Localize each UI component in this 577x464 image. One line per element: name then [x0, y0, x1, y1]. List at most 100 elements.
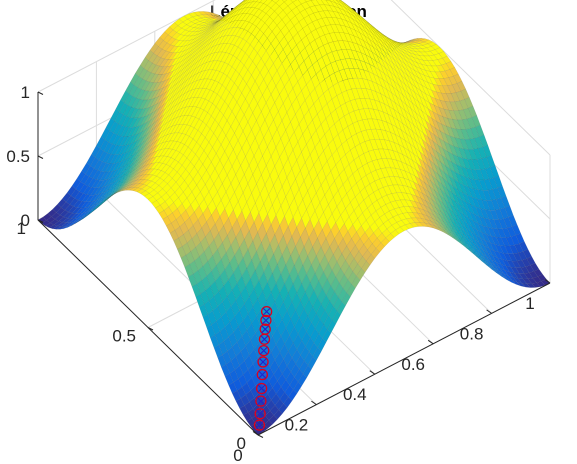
surface-patch — [452, 153, 462, 167]
surface-patch — [413, 54, 424, 61]
surface-patch — [411, 78, 422, 92]
surface-patch — [422, 104, 433, 119]
surface-patch — [128, 146, 137, 159]
surface-patch — [209, 18, 219, 21]
surface-patch — [248, 0, 255, 3]
surface-patch — [115, 159, 125, 171]
surface-patch — [494, 209, 504, 220]
x-tick-label: 0.8 — [460, 324, 484, 343]
surface-patch — [327, 10, 338, 19]
surface-patch — [432, 111, 442, 125]
y-tick-label: 0.5 — [112, 327, 136, 346]
surface-patch — [439, 100, 450, 111]
surface-patch — [438, 51, 448, 59]
surface-patch — [160, 72, 170, 83]
surface-patch — [342, 13, 352, 24]
surface-patch — [368, 22, 377, 30]
surface-patch — [405, 103, 416, 120]
surface-patch — [326, 17, 336, 26]
surface-patch — [243, 0, 246, 1]
surface-patch — [409, 87, 419, 103]
surface-patch — [93, 159, 103, 171]
surface-patch — [393, 40, 403, 46]
surface-patch — [198, 11, 208, 16]
surface-patch — [123, 155, 133, 167]
surface-patch — [125, 81, 135, 95]
surface-patch — [521, 258, 531, 268]
surface-patch — [484, 209, 495, 221]
surface-patch — [494, 244, 505, 254]
surface-patch — [153, 74, 163, 83]
surface-patch — [443, 77, 453, 86]
surface-patch — [86, 153, 96, 167]
surface-patch — [406, 57, 417, 68]
surface-patch — [427, 136, 438, 152]
surface-patch — [376, 54, 386, 69]
surface-patch — [357, 13, 366, 22]
surface-patch — [436, 91, 446, 102]
surface-patch — [511, 224, 521, 236]
surface-patch — [377, 76, 388, 90]
z-tick-mark — [37, 91, 44, 95]
surface-patch — [433, 134, 444, 149]
surface-patch — [403, 116, 413, 132]
surface-patch — [207, 44, 217, 56]
surface-patch — [319, 4, 329, 12]
surface-patch — [513, 252, 523, 262]
surface-patch — [451, 119, 462, 130]
surface-patch — [403, 44, 413, 49]
surface-patch — [391, 67, 401, 81]
surface-patch — [179, 44, 190, 53]
x-tick-label: 0.2 — [285, 416, 309, 435]
surface-patch — [448, 143, 458, 157]
surface-patch — [417, 58, 428, 66]
surface-patch — [271, 0, 280, 4]
surface-patch — [194, 21, 205, 26]
surface-patch — [304, 0, 312, 3]
surface-patch — [412, 45, 423, 50]
surface-patch — [470, 204, 480, 217]
surface-patch — [187, 50, 197, 62]
surface-patch — [351, 9, 360, 19]
surface-patch — [224, 12, 234, 22]
surface-patch — [443, 140, 453, 155]
surface-patch — [388, 76, 399, 92]
surface-patch — [380, 43, 390, 56]
surface-patch — [51, 212, 61, 220]
surface-patch — [213, 20, 223, 31]
surface-patch — [411, 130, 422, 147]
surface-patch — [397, 89, 407, 106]
surface-patch — [132, 117, 142, 128]
surface-patch — [515, 267, 525, 274]
surface-patch — [393, 80, 403, 95]
surface-patch — [459, 174, 469, 188]
surface-patch — [465, 128, 475, 140]
surface-patch — [404, 84, 414, 98]
surface-patch — [55, 207, 66, 216]
z-tick-label: 1 — [21, 83, 30, 102]
surface-patch — [310, 0, 320, 6]
surface-patch — [486, 199, 496, 211]
surface-patch — [476, 229, 486, 242]
surface-patch — [195, 17, 206, 22]
surface-patch — [500, 237, 510, 247]
z-tick-mark — [37, 155, 44, 159]
surface-patch — [399, 47, 409, 56]
surface-patch — [125, 117, 135, 128]
surface-patch — [403, 67, 413, 80]
surface-patch — [503, 217, 513, 229]
surface-patch — [198, 40, 208, 52]
surface-patch — [379, 46, 388, 60]
z-tick-label: 0.5 — [6, 147, 30, 166]
surface-patch — [472, 188, 483, 201]
surface-patch — [372, 31, 382, 42]
surface-patch — [437, 173, 447, 189]
surface-patch — [90, 157, 100, 169]
surface-patch — [92, 192, 102, 202]
surface-patch — [492, 187, 502, 200]
surface-patch — [472, 220, 483, 233]
surface-patch — [483, 178, 493, 191]
surface-patch — [181, 24, 191, 31]
surface-patch — [361, 17, 371, 26]
